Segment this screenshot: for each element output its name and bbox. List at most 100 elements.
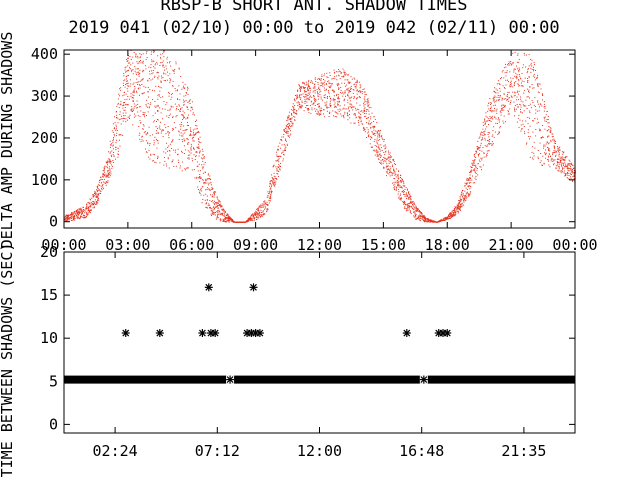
amplitude-point (393, 181, 395, 183)
amplitude-point (181, 107, 183, 109)
amplitude-point (305, 90, 307, 92)
amplitude-point (170, 79, 172, 81)
amplitude-point (182, 110, 184, 112)
amplitude-point (141, 136, 143, 138)
amplitude-point (347, 89, 349, 91)
amplitude-point (347, 82, 349, 84)
amplitude-point (306, 96, 308, 98)
amplitude-point (148, 156, 150, 158)
amplitude-point (405, 187, 407, 189)
amplitude-point (120, 87, 122, 89)
amplitude-point (150, 53, 152, 55)
amplitude-point (165, 65, 167, 67)
amplitude-point (377, 155, 378, 157)
amplitude-point (311, 96, 313, 98)
amplitude-point (298, 105, 300, 107)
amplitude-point (259, 205, 261, 207)
amplitude-point (133, 82, 135, 84)
amplitude-point (97, 197, 99, 199)
amplitude-point (104, 166, 106, 168)
amplitude-point (165, 73, 167, 75)
amplitude-point (315, 99, 317, 101)
amplitude-point (246, 220, 248, 222)
amplitude-point (343, 117, 345, 119)
amplitude-point (351, 106, 353, 108)
amplitude-point (129, 79, 131, 81)
amplitude-point (553, 163, 555, 165)
amplitude-point (397, 175, 398, 177)
amplitude-point (112, 144, 114, 146)
amplitude-point (496, 108, 498, 110)
amplitude-point (563, 159, 565, 161)
amplitude-point (532, 131, 534, 133)
amplitude-point (272, 178, 274, 179)
amplitude-point (406, 195, 408, 196)
amplitude-point (505, 105, 506, 107)
amplitude-point (156, 72, 158, 74)
amplitude-point (88, 206, 90, 208)
amplitude-point (181, 135, 183, 137)
amplitude-point (127, 69, 129, 71)
amplitude-point (496, 123, 498, 124)
amplitude-point (327, 96, 328, 97)
amplitude-point (176, 105, 178, 107)
amplitude-point (490, 117, 492, 118)
amplitude-point (358, 81, 360, 83)
amplitude-point (112, 141, 114, 143)
amplitude-point (527, 117, 529, 118)
amplitude-point (91, 204, 93, 206)
amplitude-point (541, 105, 543, 107)
amplitude-point (142, 69, 144, 71)
amplitude-point (347, 93, 349, 95)
amplitude-point (510, 61, 512, 62)
amplitude-point (210, 178, 212, 180)
amplitude-point (353, 113, 355, 115)
amplitude-point (537, 103, 539, 105)
amplitude-point (138, 134, 140, 136)
amplitude-point (77, 214, 79, 215)
amplitude-point (480, 157, 482, 159)
amplitude-point (88, 208, 90, 210)
amplitude-point (222, 219, 224, 221)
amplitude-point (242, 221, 244, 223)
amplitude-point (373, 134, 375, 135)
amplitude-point (303, 86, 305, 88)
amplitude-point (131, 70, 132, 72)
amplitude-point (164, 69, 166, 71)
amplitude-point (130, 93, 132, 95)
amplitude-point (317, 93, 319, 95)
amplitude-point (554, 147, 555, 149)
amplitude-point (279, 168, 281, 170)
amplitude-point (334, 75, 336, 77)
amplitude-point (275, 160, 277, 162)
amplitude-point (307, 105, 309, 106)
amplitude-point (291, 113, 293, 115)
amplitude-point (499, 90, 501, 92)
amplitude-point (214, 202, 216, 204)
amplitude-point (343, 70, 345, 72)
amplitude-point (365, 113, 367, 115)
amplitude-point (199, 152, 201, 154)
amplitude-point (459, 209, 461, 210)
amplitude-point (424, 216, 426, 218)
amplitude-point (205, 182, 207, 184)
amplitude-point (530, 107, 532, 109)
amplitude-point (287, 131, 289, 133)
amplitude-point (391, 174, 393, 176)
amplitude-point (191, 169, 193, 171)
amplitude-point (257, 212, 259, 214)
amplitude-point (86, 203, 88, 205)
amplitude-point (351, 104, 353, 106)
amplitude-point (182, 133, 184, 135)
amplitude-point (334, 99, 336, 101)
amplitude-point (528, 54, 530, 56)
amplitude-point (453, 214, 455, 216)
amplitude-point (364, 99, 366, 101)
amplitude-point (313, 99, 315, 101)
amplitude-point (563, 157, 565, 159)
amplitude-point (489, 98, 491, 100)
amplitude-point (189, 100, 190, 102)
amplitude-point (542, 137, 544, 138)
amplitude-point (558, 166, 560, 168)
amplitude-point (508, 81, 509, 83)
